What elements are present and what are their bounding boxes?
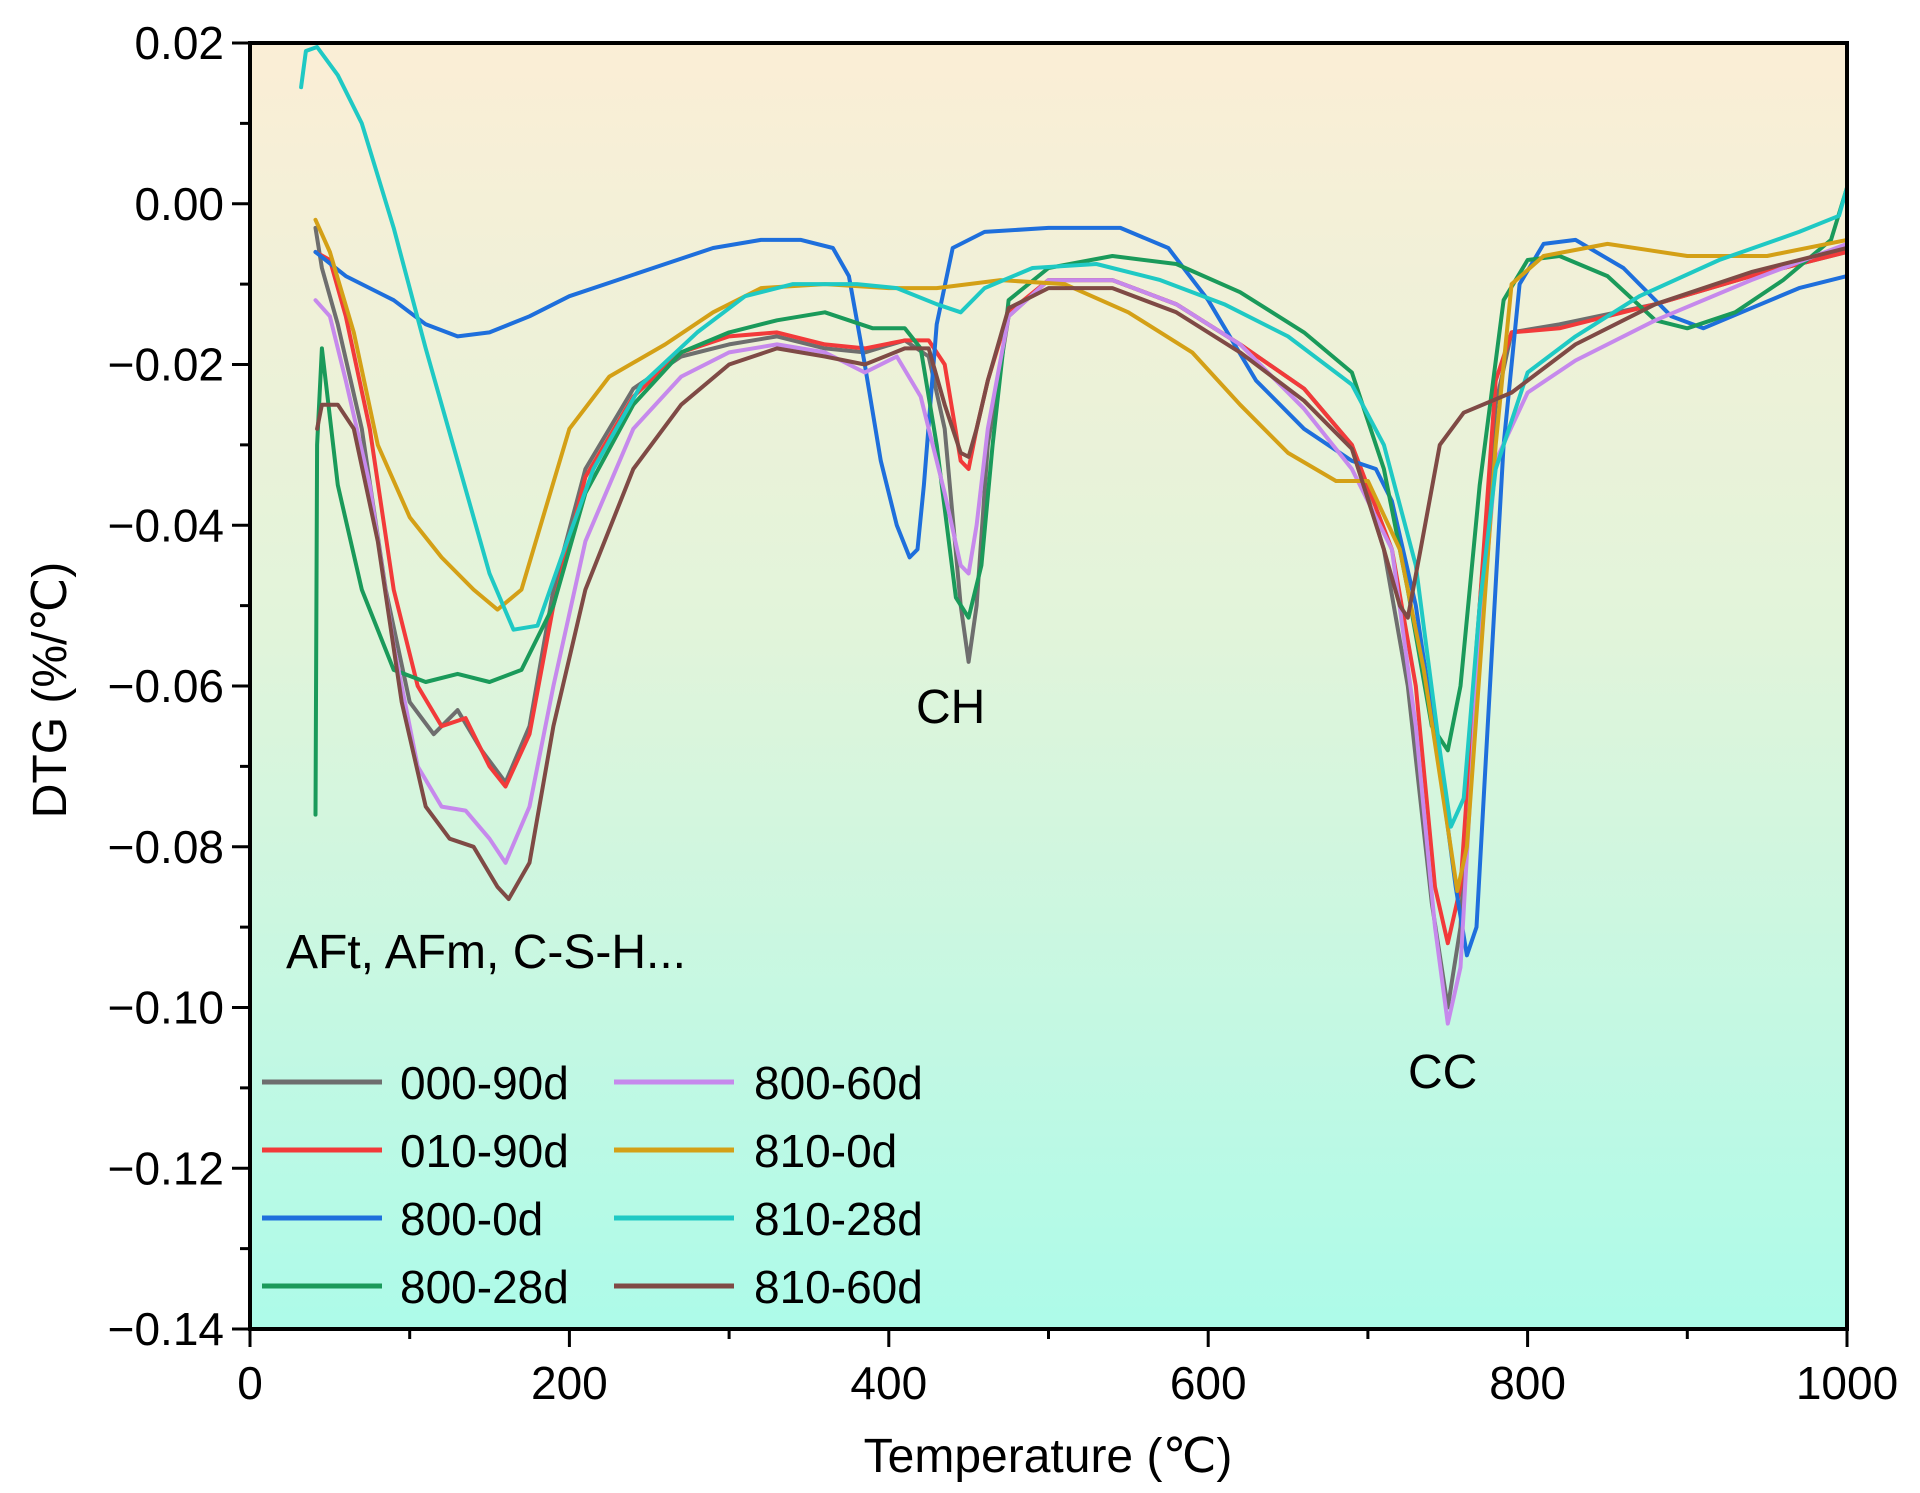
series-line-810-60d bbox=[315, 246, 1847, 901]
legend-label-810-0d: 810-0d bbox=[754, 1125, 897, 1177]
plot-background bbox=[250, 43, 1847, 1329]
y-tick-label: −0.06 bbox=[108, 660, 224, 712]
y-tick-label: −0.12 bbox=[108, 1142, 224, 1194]
legend-label-810-60d: 810-60d bbox=[754, 1261, 923, 1313]
series-line-010-90d bbox=[313, 250, 1847, 946]
x-axis-title: Temperature (℃) bbox=[864, 1430, 1233, 1483]
legend-label-800-28d: 800-28d bbox=[400, 1261, 569, 1313]
axis-ticks: 0 200 400 600 800 1000 0.02 0.00 −0.02 −0.04 −0.06… bbox=[108, 17, 1899, 1409]
y-tick-label: 0.02 bbox=[134, 17, 224, 69]
annotation-cc: CC bbox=[1408, 1046, 1477, 1099]
legend-label-810-28d: 810-28d bbox=[754, 1193, 923, 1245]
x-tick-label: 200 bbox=[531, 1357, 608, 1409]
series-line-800-60d bbox=[313, 241, 1847, 1026]
annotation-aft-afm-csh: AFt, AFm, C-S-H... bbox=[286, 926, 686, 979]
y-tick-label: −0.08 bbox=[108, 821, 224, 873]
y-tick-label: −0.04 bbox=[108, 499, 224, 551]
x-tick-label: 800 bbox=[1489, 1357, 1566, 1409]
series-layer bbox=[299, 45, 1847, 1026]
y-tick-label: −0.14 bbox=[108, 1303, 224, 1355]
legend-label-010-90d: 010-90d bbox=[400, 1125, 569, 1177]
series-line-800-28d bbox=[313, 185, 1847, 817]
legend-label-800-0d: 800-0d bbox=[400, 1193, 543, 1245]
x-tick-label: 0 bbox=[237, 1357, 263, 1409]
legend-label-000-90d: 000-90d bbox=[400, 1057, 569, 1109]
y-tick-label: −0.02 bbox=[108, 339, 224, 391]
annotation-ch: CH bbox=[916, 681, 985, 734]
series-line-800-0d bbox=[313, 225, 1847, 958]
x-tick-label: 600 bbox=[1170, 1357, 1247, 1409]
y-axis-title: DTG (%/℃) bbox=[24, 562, 77, 819]
y-tick-label: 0.00 bbox=[134, 178, 224, 230]
legend: 000-90d 010-90d 800-0d 800-28d 800-60d 8… bbox=[262, 1057, 923, 1313]
x-tick-label: 1000 bbox=[1796, 1357, 1898, 1409]
x-tick-label: 400 bbox=[850, 1357, 927, 1409]
series-line-810-28d bbox=[299, 45, 1847, 829]
y-tick-label: −0.10 bbox=[108, 982, 224, 1034]
legend-label-800-60d: 800-60d bbox=[754, 1057, 923, 1109]
